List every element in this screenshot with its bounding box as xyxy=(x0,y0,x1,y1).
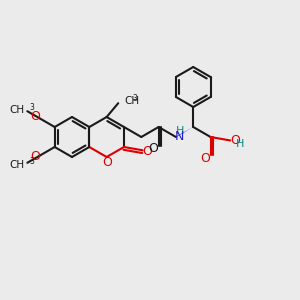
Text: O: O xyxy=(103,155,112,169)
Text: O: O xyxy=(143,145,153,158)
Text: O: O xyxy=(149,142,158,155)
Text: 3: 3 xyxy=(29,103,34,112)
Text: CH: CH xyxy=(124,96,139,106)
Text: N: N xyxy=(175,130,184,142)
Text: H: H xyxy=(236,140,244,149)
Text: O: O xyxy=(230,134,240,147)
Text: O: O xyxy=(31,150,40,163)
Text: O: O xyxy=(201,152,211,164)
Text: O: O xyxy=(31,110,40,123)
Text: CH: CH xyxy=(9,105,24,115)
Text: H: H xyxy=(176,126,184,136)
Polygon shape xyxy=(176,127,193,137)
Text: 3: 3 xyxy=(133,94,138,103)
Text: 3: 3 xyxy=(29,157,34,166)
Text: CH: CH xyxy=(9,160,24,170)
